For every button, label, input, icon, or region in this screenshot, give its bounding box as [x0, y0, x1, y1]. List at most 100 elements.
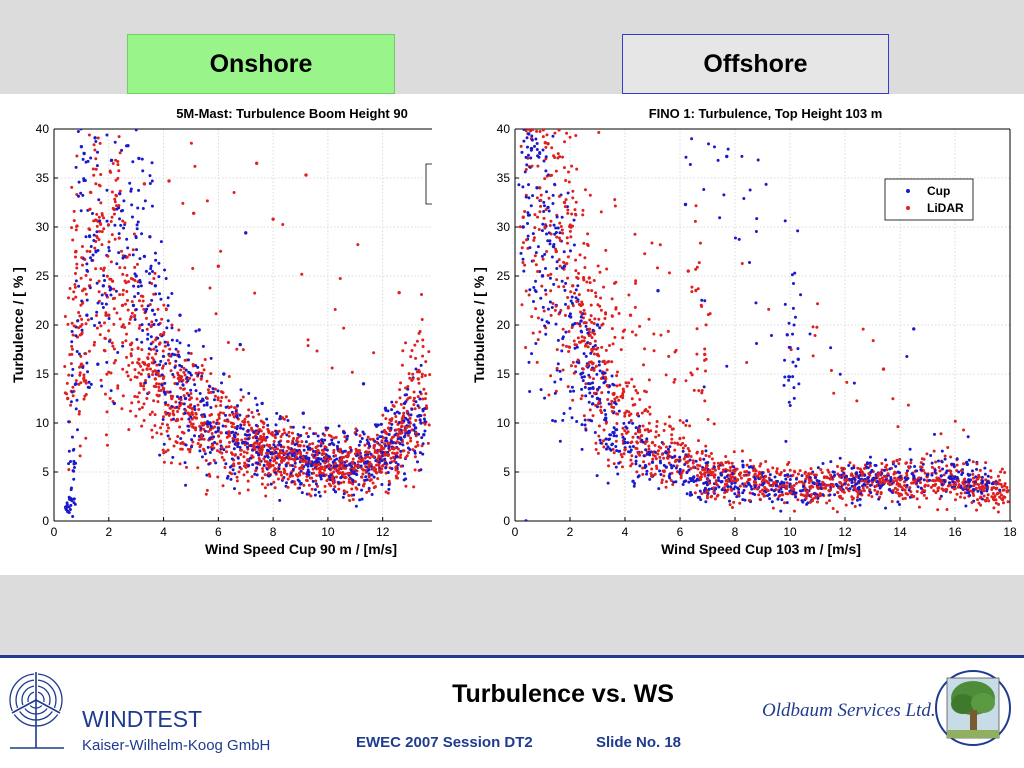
point-lidar — [610, 410, 614, 414]
point-cup — [753, 485, 757, 489]
point-lidar — [634, 279, 638, 283]
point-lidar — [224, 395, 228, 399]
point-cup — [855, 471, 859, 475]
point-cup — [986, 474, 990, 478]
point-lidar — [533, 213, 537, 217]
chart-title: 5M-Mast: Turbulence Boom Height 90 — [176, 106, 408, 121]
point-lidar — [605, 383, 609, 387]
point-cup — [591, 328, 595, 332]
y-tick-label: 40 — [497, 122, 511, 136]
point-lidar — [784, 487, 788, 491]
point-lidar — [65, 381, 69, 385]
point-lidar — [712, 486, 716, 490]
point-lidar — [341, 471, 345, 475]
point-cup — [812, 492, 816, 496]
point-lidar — [216, 475, 220, 479]
point-cup — [532, 300, 536, 304]
point-lidar — [371, 481, 375, 485]
point-lidar — [190, 410, 194, 414]
point-cup — [980, 481, 984, 485]
point-lidar — [613, 335, 617, 339]
point-cup — [415, 460, 419, 464]
point-lidar — [717, 466, 721, 470]
point-cup — [764, 182, 768, 186]
point-cup — [829, 460, 833, 464]
point-cup — [702, 188, 706, 192]
point-cup — [790, 273, 794, 277]
point-lidar — [625, 384, 629, 388]
point-lidar — [970, 500, 974, 504]
point-lidar — [110, 341, 114, 345]
point-cup — [193, 434, 197, 438]
point-cup — [648, 477, 652, 481]
point-lidar — [218, 439, 222, 443]
point-lidar — [520, 303, 524, 307]
point-cup — [339, 475, 343, 479]
point-cup — [173, 353, 177, 357]
point-lidar — [220, 396, 224, 400]
point-cup — [786, 473, 790, 477]
point-cup — [285, 433, 289, 437]
point-cup — [246, 445, 250, 449]
point-cup — [291, 467, 295, 471]
point-lidar — [560, 228, 564, 232]
point-lidar — [137, 400, 141, 404]
point-lidar — [142, 387, 146, 391]
point-lidar — [285, 472, 289, 476]
point-lidar — [805, 474, 809, 478]
point-cup — [291, 425, 295, 429]
point-cup — [109, 158, 114, 163]
point-cup — [816, 496, 820, 500]
point-cup — [101, 107, 104, 110]
point-lidar — [728, 503, 732, 507]
point-cup — [124, 144, 128, 148]
point-cup — [829, 346, 833, 350]
point-lidar — [724, 460, 728, 464]
point-lidar — [971, 460, 975, 464]
point-lidar — [574, 364, 578, 368]
point-lidar — [272, 480, 276, 484]
point-cup — [688, 163, 692, 167]
point-lidar — [979, 503, 983, 507]
point-cup — [265, 435, 269, 439]
point-cup — [114, 289, 118, 293]
point-cup — [966, 435, 970, 439]
point-cup — [166, 434, 170, 438]
point-lidar — [180, 402, 184, 406]
point-lidar — [635, 470, 639, 474]
point-lidar — [569, 290, 573, 294]
point-cup — [123, 97, 126, 100]
point-lidar — [150, 361, 154, 365]
point-cup — [522, 129, 526, 132]
point-cup — [572, 243, 576, 247]
point-lidar — [229, 421, 233, 425]
point-cup — [132, 284, 136, 288]
point-lidar — [133, 368, 137, 372]
point-cup — [135, 227, 139, 231]
point-cup — [523, 170, 527, 174]
point-lidar — [267, 444, 271, 448]
point-cup — [159, 359, 163, 363]
point-lidar — [623, 447, 627, 451]
point-lidar — [113, 197, 117, 201]
point-lidar — [74, 295, 78, 299]
point-cup — [81, 193, 85, 197]
point-lidar — [238, 491, 242, 495]
point-lidar — [406, 451, 410, 455]
point-lidar — [87, 349, 91, 353]
point-lidar — [351, 457, 355, 461]
point-cup — [527, 132, 531, 136]
point-lidar — [163, 344, 167, 348]
point-lidar — [299, 453, 303, 457]
point-lidar — [548, 224, 552, 228]
point-cup — [239, 423, 243, 427]
point-lidar — [835, 510, 839, 514]
point-lidar — [655, 420, 659, 424]
point-lidar — [599, 405, 603, 409]
point-lidar — [775, 467, 779, 471]
point-lidar — [411, 372, 415, 376]
point-cup — [589, 351, 593, 355]
point-lidar — [378, 443, 382, 447]
point-lidar — [176, 409, 180, 413]
point-lidar — [263, 486, 267, 490]
